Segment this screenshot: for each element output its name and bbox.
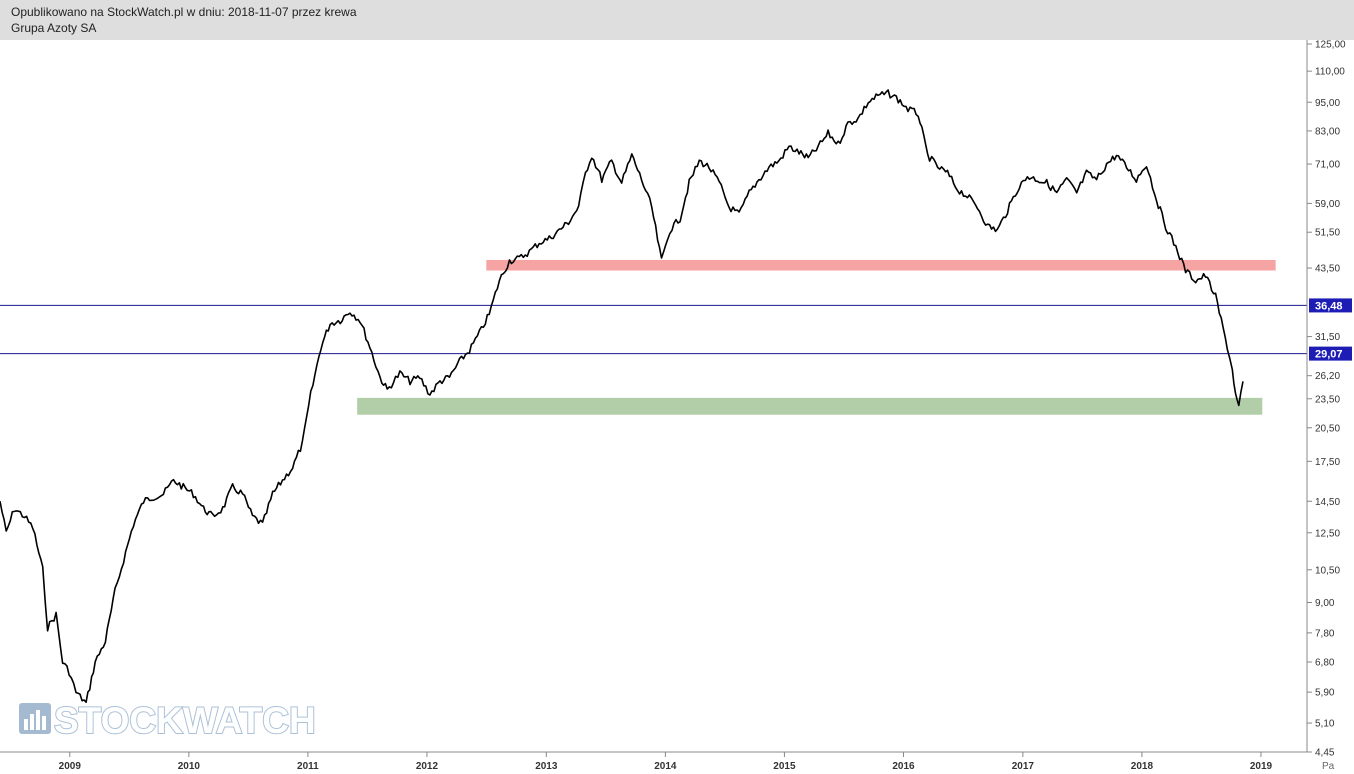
zones-layer — [357, 259, 1276, 415]
y-tick-label: 110,00 — [1315, 67, 1345, 78]
y-tick-label: 17,50 — [1315, 457, 1340, 468]
x-tick-label: 2018 — [1131, 761, 1154, 772]
x-tick-label: 2015 — [773, 761, 796, 772]
y-tick-label: 71,00 — [1315, 160, 1340, 171]
horizontal-line-labels: 36,48 29,07 — [1309, 298, 1352, 361]
x-tick-label: 2012 — [416, 761, 439, 772]
price-series-layer — [0, 89, 1244, 703]
y-tick-label: 4,45 — [1315, 748, 1335, 759]
bar-chart-icon — [19, 703, 51, 734]
y-tick-label: 26,20 — [1315, 371, 1340, 382]
x-cut-label: Pa — [1322, 761, 1335, 772]
x-tick-label: 2010 — [178, 761, 201, 772]
price-label-box — [1309, 346, 1352, 361]
x-tick-label: 2011 — [297, 761, 319, 772]
horizontal-lines-layer — [0, 304, 1307, 355]
y-tick-label: 20,50 — [1315, 423, 1340, 434]
y-tick-label: 7,80 — [1315, 628, 1335, 639]
y-axis: 125,00 110,00 95,00 83,00 71,00 59,00 51,50 43,… — [1306, 40, 1346, 759]
y-tick-label: 83,00 — [1315, 126, 1340, 137]
support-zone — [357, 397, 1263, 415]
y-tick-label: 95,00 — [1315, 98, 1340, 109]
y-tick-label: 125,00 — [1315, 40, 1346, 51]
watermark: STOCKWATCH — [19, 699, 317, 742]
y-tick-label: 31,50 — [1315, 332, 1340, 343]
y-tick-label: 23,50 — [1315, 394, 1340, 405]
x-tick-label: 2016 — [892, 761, 915, 772]
y-tick-label: 59,00 — [1315, 199, 1340, 210]
x-tick-label: 2013 — [535, 761, 558, 772]
chart-header: Opublikowano na StockWatch.pl w dniu: 20… — [0, 0, 1354, 40]
y-tick-label: 10,50 — [1315, 565, 1340, 576]
x-tick-label: 2014 — [654, 761, 677, 772]
y-tick-label: 12,50 — [1315, 528, 1340, 539]
x-tick-label: 2019 — [1250, 761, 1273, 772]
x-axis: 2009 2010 2011 2012 2013 2014 2015 2016 2017 2018… — [0, 751, 1335, 772]
y-tick-label: 5,90 — [1315, 688, 1335, 699]
y-tick-label: 5,10 — [1315, 719, 1335, 730]
instrument-name: Grupa Azoty SA — [11, 21, 97, 35]
y-tick-label: 6,80 — [1315, 657, 1335, 668]
publish-info: Opublikowano na StockWatch.pl w dniu: 20… — [11, 5, 357, 19]
price-label: 29,07 — [1315, 349, 1343, 361]
x-tick-label: 2017 — [1012, 761, 1035, 772]
y-tick-label: 14,50 — [1315, 497, 1340, 508]
y-tick-label: 9,00 — [1315, 598, 1335, 609]
price-line — [0, 89, 1244, 703]
x-tick-label: 2009 — [59, 761, 82, 772]
price-label: 36,48 — [1315, 300, 1343, 312]
y-tick-label: 51,50 — [1315, 228, 1340, 239]
resistance-zone — [486, 259, 1276, 271]
price-label-box — [1309, 298, 1352, 313]
y-tick-label: 43,50 — [1315, 264, 1340, 275]
watermark-text: STOCKWATCH — [54, 700, 316, 741]
